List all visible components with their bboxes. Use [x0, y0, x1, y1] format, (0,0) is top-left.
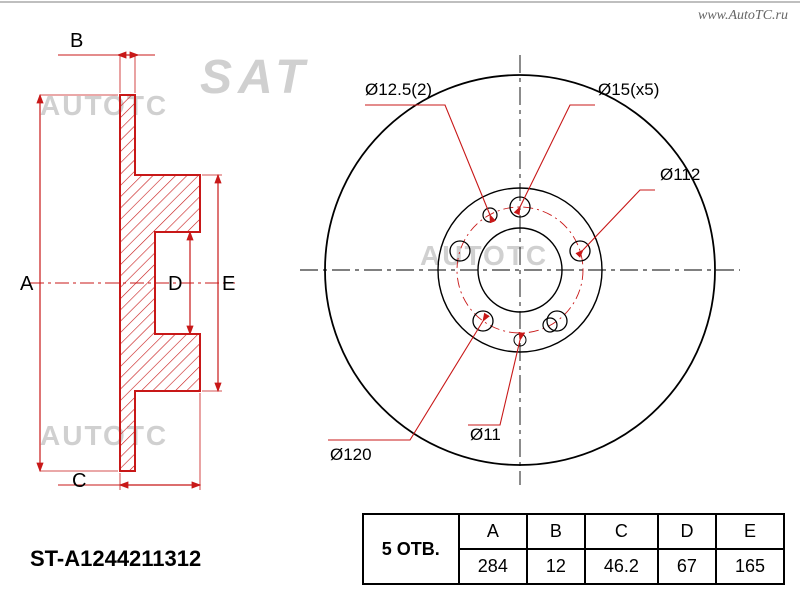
col-a: A: [459, 514, 527, 549]
front-view: [300, 55, 740, 485]
col-d: D: [658, 514, 716, 549]
dim-letter-a: A: [20, 273, 33, 296]
val-b: 12: [527, 549, 585, 584]
callout-d112: Ø112: [660, 165, 700, 185]
col-e: E: [716, 514, 784, 549]
val-a: 284: [459, 549, 527, 584]
dim-letter-c: C: [72, 470, 86, 493]
dimension-table: 5 ОТВ. A B C D E 284 12 46.2 67 165: [362, 513, 785, 585]
callout-d15: Ø15(x5): [598, 80, 659, 100]
dim-letter-e: E: [222, 273, 235, 296]
val-e: 165: [716, 549, 784, 584]
part-number: ST-A1244211312: [30, 546, 201, 572]
callout-d11: Ø11: [470, 425, 501, 445]
col-b: B: [527, 514, 585, 549]
callout-d125: Ø12.5(2): [365, 80, 432, 100]
holes-label: 5 ОТВ.: [363, 514, 459, 584]
side-view: [30, 55, 235, 490]
dim-letter-d: D: [168, 273, 182, 296]
col-c: C: [585, 514, 658, 549]
callout-d120: Ø120: [330, 445, 372, 465]
val-c: 46.2: [585, 549, 658, 584]
dim-letter-b: B: [70, 30, 83, 53]
val-d: 67: [658, 549, 716, 584]
